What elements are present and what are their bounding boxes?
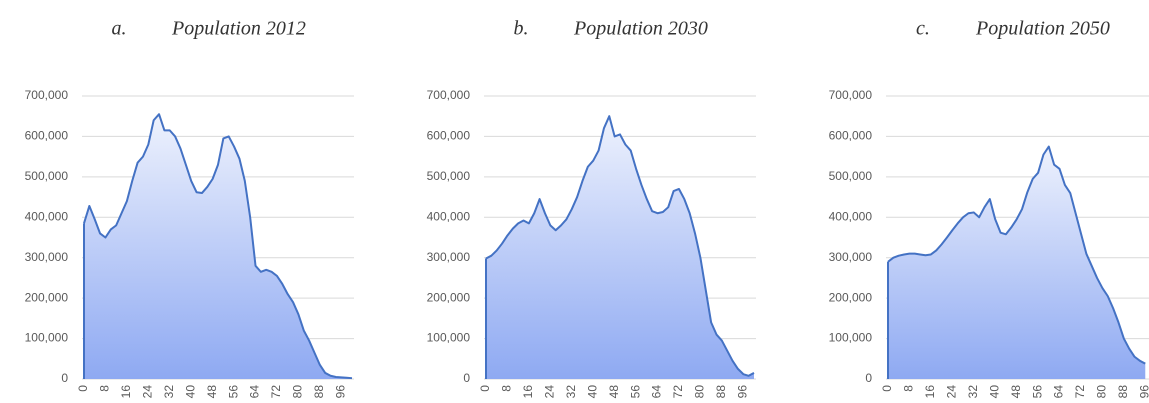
x-tick-label: 16 xyxy=(521,385,535,399)
x-tick-label: 64 xyxy=(248,385,262,399)
y-tick-label: 100,000 xyxy=(427,331,471,345)
y-tick-label: 700,000 xyxy=(25,88,69,102)
x-tick-label: 48 xyxy=(607,385,621,399)
chart-label: b. xyxy=(514,18,529,40)
x-tick-label: 32 xyxy=(564,385,578,399)
y-tick-label: 500,000 xyxy=(25,169,69,183)
x-tick-label: 56 xyxy=(628,385,642,399)
y-tick-label: 0 xyxy=(463,371,470,385)
x-tick-label: 24 xyxy=(944,385,958,399)
y-tick-label: 600,000 xyxy=(427,129,471,143)
x-tick-label: 80 xyxy=(291,385,305,399)
y-tick-label: 100,000 xyxy=(25,331,69,345)
y-tick-label: 300,000 xyxy=(25,250,69,264)
y-tick-label: 400,000 xyxy=(427,209,471,223)
y-tick-label: 100,000 xyxy=(829,331,873,345)
x-tick-label: 24 xyxy=(140,385,154,399)
x-tick-label: 72 xyxy=(269,385,283,399)
y-tick-label: 200,000 xyxy=(427,290,471,304)
x-tick-label: 96 xyxy=(333,385,347,399)
x-tick-label: 88 xyxy=(714,385,728,399)
area-fill xyxy=(888,146,1146,379)
x-tick-label: 64 xyxy=(650,385,664,399)
y-tick-label: 200,000 xyxy=(829,290,873,304)
x-tick-label: 80 xyxy=(693,385,707,399)
x-tick-label: 32 xyxy=(162,385,176,399)
x-tick-label: 0 xyxy=(880,385,894,392)
y-tick-label: 200,000 xyxy=(25,290,69,304)
y-tick-label: 400,000 xyxy=(25,209,69,223)
x-tick-label: 0 xyxy=(76,385,90,392)
y-tick-label: 600,000 xyxy=(829,129,873,143)
y-tick-label: 300,000 xyxy=(427,250,471,264)
x-tick-label: 0 xyxy=(478,385,492,392)
area-line xyxy=(887,145,1146,379)
y-tick-label: 600,000 xyxy=(25,129,69,143)
area-line xyxy=(485,115,755,379)
x-tick-label: 48 xyxy=(205,385,219,399)
x-tick-label: 40 xyxy=(585,385,599,399)
x-tick-label: 72 xyxy=(671,385,685,399)
x-tick-label: 56 xyxy=(1030,385,1044,399)
chart-label: a. xyxy=(112,18,127,40)
y-tick-label: 300,000 xyxy=(829,250,873,264)
x-tick-label: 24 xyxy=(542,385,556,399)
y-tick-label: 700,000 xyxy=(427,88,471,102)
chart-title: Population 2050 xyxy=(975,18,1110,40)
x-tick-label: 96 xyxy=(1137,385,1149,399)
x-tick-label: 40 xyxy=(183,385,197,399)
x-tick-label: 88 xyxy=(312,385,326,399)
area-fill xyxy=(84,114,352,379)
x-tick-label: 16 xyxy=(119,385,133,399)
area-line xyxy=(83,113,353,380)
chart-title: Population 2012 xyxy=(171,18,306,40)
chart-title: Population 2030 xyxy=(573,18,708,40)
x-tick-label: 72 xyxy=(1073,385,1087,399)
x-tick-label: 56 xyxy=(226,385,240,399)
x-tick-label: 8 xyxy=(902,385,916,392)
y-tick-label: 400,000 xyxy=(829,209,873,223)
x-tick-label: 80 xyxy=(1095,385,1109,399)
x-tick-label: 48 xyxy=(1009,385,1023,399)
x-tick-label: 8 xyxy=(98,385,112,392)
x-tick-label: 16 xyxy=(923,385,937,399)
y-tick-label: 0 xyxy=(865,371,872,385)
chart-label: c. xyxy=(916,18,930,40)
x-tick-label: 40 xyxy=(987,385,1001,399)
x-tick-label: 64 xyxy=(1052,385,1066,399)
x-tick-label: 8 xyxy=(500,385,514,392)
x-tick-label: 32 xyxy=(966,385,980,399)
y-tick-label: 0 xyxy=(61,371,68,385)
y-tick-label: 700,000 xyxy=(829,88,873,102)
area-fill xyxy=(486,116,754,380)
x-tick-label: 96 xyxy=(735,385,749,399)
y-tick-label: 500,000 xyxy=(829,169,873,183)
y-tick-label: 500,000 xyxy=(427,169,471,183)
x-tick-label: 88 xyxy=(1116,385,1130,399)
